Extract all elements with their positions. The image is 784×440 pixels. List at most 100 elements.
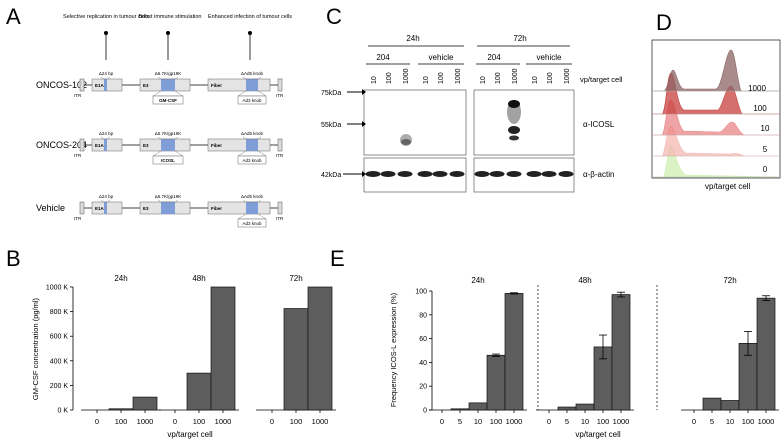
- e-ytick: 60: [419, 336, 427, 343]
- blot-band-actin: [380, 171, 396, 177]
- blot-band-actin: [489, 171, 505, 177]
- blot-band-actin: [397, 171, 413, 177]
- ad3knob-label: Ad3 knob: [242, 221, 262, 226]
- c-lane-dose: 10: [532, 76, 539, 84]
- b-group-title: 72h: [289, 274, 302, 283]
- e-bar: [486, 354, 506, 411]
- e-xtick: 1000: [613, 417, 630, 426]
- fiber-label: Fiber: [211, 143, 222, 148]
- construct-name: ONCOS-204: [36, 140, 87, 150]
- e-bar: [720, 400, 740, 411]
- c-group-204-b: 204: [487, 53, 501, 62]
- e-bar: [468, 402, 488, 411]
- itr-label: ITR: [276, 93, 284, 98]
- e-xtick: 0: [692, 417, 696, 426]
- panel-b: 0 K 200 K 400 K 600 K 800 K 1000 K GM-CSF con…: [31, 274, 336, 439]
- b-ytick: 1000 K: [46, 285, 69, 292]
- e-ylabel: Frequency ICOS-L expression (%): [389, 292, 398, 407]
- c-group-204-a: 204: [376, 53, 390, 62]
- panel-d: 1000 100 10 5 0 vp/target cell: [651, 39, 781, 191]
- c-time-24h: 24h: [406, 34, 419, 43]
- e-ytick: 0: [423, 408, 427, 415]
- annotation-infection: Enhanced infection of tumour cells: [208, 14, 292, 20]
- ad3knob-label: Ad3 knob: [242, 98, 262, 103]
- c-lane-dose: 1000: [512, 68, 519, 84]
- construct-name: ONCOS-102: [36, 80, 87, 90]
- ad3knob-label: Ad3 knob: [242, 158, 262, 163]
- panel-c: 24h 72h 204 vehicle 204 vehicle 10 100 100…: [321, 34, 623, 193]
- b-xtick: 1000: [137, 417, 154, 426]
- e-xtick: 5: [458, 417, 462, 426]
- blot-band-actin: [365, 171, 381, 177]
- d24-label: Δ24 bp: [99, 131, 114, 136]
- d24-label: Δ24 bp: [99, 71, 114, 76]
- e-xtick: 100: [742, 417, 755, 426]
- panel-letter-e: E: [330, 246, 345, 271]
- e-xtick: 1000: [506, 417, 523, 426]
- e1a-label: E1A: [95, 83, 105, 88]
- annotation-replication: Selective replication in tumour cells: [63, 14, 149, 20]
- e3del-label: Δ6.7K/gp19K: [155, 71, 182, 76]
- e-xtick: 0: [547, 417, 551, 426]
- b-ytick: 0 K: [57, 408, 68, 415]
- e-bar: [557, 406, 577, 411]
- c-marker-55: 55kDa: [321, 122, 341, 129]
- c-lane-dose: 100: [495, 72, 502, 84]
- e-xtick: 5: [565, 417, 569, 426]
- blot-band-actin: [474, 171, 490, 177]
- blot-band-actin: [558, 171, 574, 177]
- b-ytick: 600 K: [50, 334, 69, 341]
- c-lane-dose: 100: [386, 72, 393, 84]
- e-bar: [504, 293, 524, 411]
- b-xtick: 100: [193, 417, 206, 426]
- c-lane-dose: 1000: [403, 68, 410, 84]
- b-xtick: 0: [270, 417, 274, 426]
- c-lane-dose: 1000: [455, 68, 462, 84]
- construct-name: Vehicle: [36, 203, 65, 213]
- d-dose-5: 5: [763, 145, 768, 154]
- c-marker-42: 42kDa: [321, 172, 341, 179]
- c-dose-label: vp/target cell: [580, 75, 623, 84]
- panel-letter-c: C: [326, 4, 342, 29]
- b-group-title: 48h: [192, 274, 205, 283]
- d-dose-10: 10: [761, 124, 770, 133]
- b-ytick: 200 K: [50, 383, 69, 390]
- b-bar: [186, 372, 212, 411]
- e-xtick: 10: [474, 417, 482, 426]
- e-xlabel: vp/target cell: [575, 430, 621, 439]
- itr-label: ITR: [74, 153, 82, 158]
- b-xtick: 0: [95, 417, 99, 426]
- e-bar: [575, 403, 595, 411]
- e3-label: E3: [143, 83, 149, 88]
- e-group-title: 72h: [723, 276, 736, 285]
- c-lane-dose: 10: [480, 76, 487, 84]
- insert-label: ICOSL: [161, 158, 175, 163]
- c-time-72h: 72h: [513, 34, 526, 43]
- b-xtick: 1000: [215, 417, 232, 426]
- b-ytick: 400 K: [50, 358, 69, 365]
- fiber-label: Fiber: [211, 83, 222, 88]
- d-xlabel: vp/target cell: [705, 182, 751, 191]
- knob-label: ΔAd5 knob: [241, 71, 264, 76]
- d24-label: Δ24 bp: [99, 194, 114, 199]
- knob-label: ΔAd5 knob: [241, 131, 264, 136]
- e3del-label: Δ6.7K/gp19K: [155, 131, 182, 136]
- panel-letter-b: B: [6, 246, 21, 271]
- e3-label: E3: [143, 143, 149, 148]
- annotation-dot: [166, 31, 170, 35]
- annotation-immune: Boost immune stimulation: [139, 14, 202, 20]
- d-dose-1000: 1000: [748, 84, 766, 93]
- c-group-vehicle-b: vehicle: [537, 53, 562, 62]
- b-xlabel: vp/target cell: [167, 430, 213, 439]
- c-band-actin: α-β-actin: [583, 170, 614, 179]
- c-lane-dose: 100: [438, 72, 445, 84]
- annotation-dot: [248, 31, 252, 35]
- knob-label: ΔAd5 knob: [241, 194, 264, 199]
- blot-band-actin: [432, 171, 448, 177]
- b-xtick: 0: [173, 417, 177, 426]
- c-lane-dose: 10: [423, 76, 430, 84]
- b-xtick: 100: [290, 417, 303, 426]
- e-group-title: 48h: [578, 276, 591, 285]
